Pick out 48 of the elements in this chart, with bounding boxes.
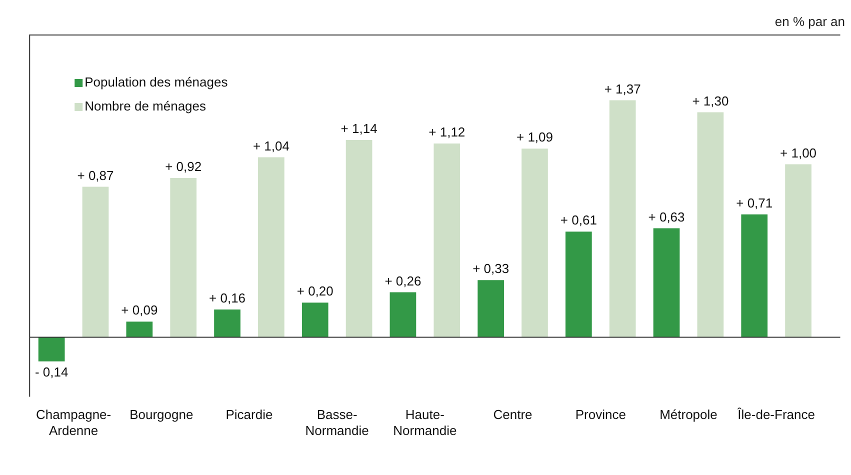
bar	[346, 140, 372, 338]
data-label: + 1,37	[604, 81, 641, 96]
bar	[214, 310, 240, 338]
legend-label: Population des ménages	[84, 74, 228, 90]
data-label: + 0,92	[165, 159, 202, 174]
bar	[126, 322, 153, 338]
data-label: + 0,20	[296, 284, 334, 299]
data-label: + 1,09	[516, 130, 553, 145]
data-label: + 0,16	[209, 290, 246, 306]
data-label: + 0,63	[648, 209, 685, 224]
data-label: + 0,87	[77, 168, 114, 183]
x-tick-label: Bourgogne	[130, 407, 194, 422]
x-tick-label: Basse-Normandie	[305, 407, 369, 438]
data-label: - 0,14	[34, 364, 68, 380]
bar	[302, 302, 328, 338]
bar	[38, 337, 65, 362]
bar	[82, 186, 109, 338]
data-label: + 0,26	[384, 273, 422, 288]
x-tick-label: Centre	[493, 407, 532, 422]
data-label: + 0,61	[560, 212, 597, 228]
data-label: + 1,30	[692, 93, 729, 108]
x-tick-label: Province	[575, 407, 626, 422]
bar	[653, 228, 680, 338]
bar	[785, 164, 812, 338]
bar	[609, 100, 636, 338]
data-label: + 1,04	[252, 138, 290, 154]
bar	[434, 143, 460, 338]
x-tick-label: Haute-Normandie	[393, 407, 457, 438]
bar	[170, 178, 197, 338]
bar	[478, 280, 504, 338]
bar	[741, 214, 768, 338]
x-tick-label: Métropole	[660, 407, 718, 422]
data-label: + 0,09	[121, 302, 158, 318]
bar	[522, 148, 548, 338]
data-label: + 0,33	[472, 261, 510, 276]
data-label: + 1,12	[428, 124, 466, 140]
x-tick-label: Champagne-Ardenne	[36, 407, 112, 438]
x-tick-label: Île-de-France	[736, 407, 815, 422]
chart-subtitle: en % par an	[774, 14, 845, 29]
data-label: + 1,00	[780, 145, 817, 160]
bar	[697, 112, 724, 338]
data-label: + 1,14	[340, 121, 378, 136]
bar	[565, 232, 592, 338]
bar	[258, 157, 284, 338]
legend-label: Nombre de ménages	[84, 98, 207, 114]
bar	[390, 292, 416, 338]
x-tick-label: Picardie	[226, 407, 273, 422]
data-label: + 0,71	[736, 195, 773, 210]
